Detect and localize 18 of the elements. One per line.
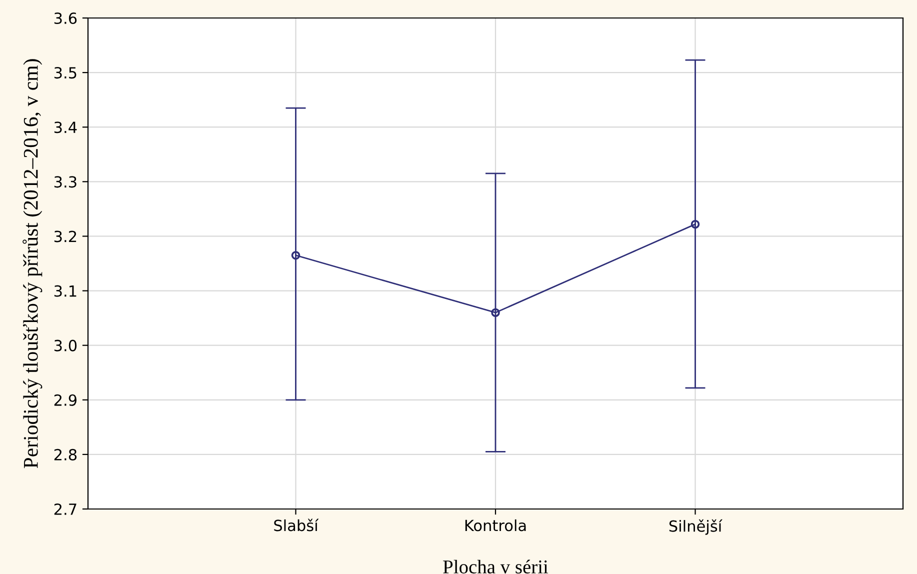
x-tick-label: Slabší xyxy=(274,518,319,532)
y-tick-label: 2.9 xyxy=(54,394,77,406)
y-tick-label: 3.5 xyxy=(54,67,76,79)
point xyxy=(690,220,700,229)
x-tick-label: Silnější xyxy=(669,519,723,535)
x-tick-label: Kontrola xyxy=(465,519,526,532)
point xyxy=(291,250,300,260)
point xyxy=(491,308,500,317)
y-tick-label: 3.3 xyxy=(54,176,76,188)
y-tick-label: 3.2 xyxy=(54,230,76,242)
y-tick-label: 3.6 xyxy=(54,12,77,24)
y-tick-label: 2.8 xyxy=(54,448,77,460)
y-axis-title: Periodický tloušťkový přírůst (2012–2016, v cm) xyxy=(22,59,42,468)
y-tick-label: 3.0 xyxy=(54,340,77,352)
y-tick-label: 2.7 xyxy=(54,503,76,515)
y-tick-label: 3.1 xyxy=(54,285,76,297)
x-axis-title: Plocha v sérii xyxy=(443,560,548,574)
y-tick-label: 3.4 xyxy=(54,122,77,134)
